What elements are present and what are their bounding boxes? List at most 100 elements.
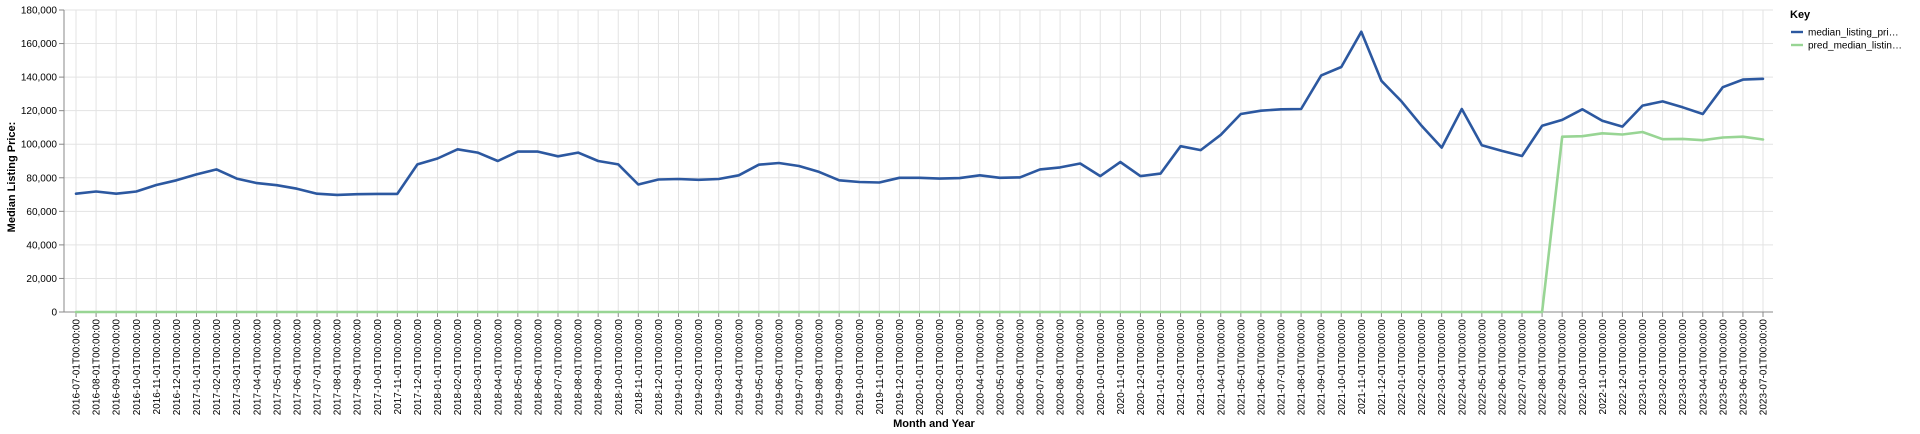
x-tick-label: 2017-08-01T00:00:00 <box>333 319 344 416</box>
x-tick-label: 2018-10-01T00:00:00 <box>614 319 625 416</box>
x-tick-label: 2016-07-01T00:00:00 <box>72 319 83 416</box>
x-tick-label: 2020-10-01T00:00:00 <box>1096 319 1107 416</box>
x-tick-label: 2017-02-01T00:00:00 <box>212 319 223 416</box>
x-axis-title: Month and Year <box>893 418 975 430</box>
x-tick-label: 2020-05-01T00:00:00 <box>995 319 1006 416</box>
x-tick-label: 2022-11-01T00:00:00 <box>1598 319 1609 415</box>
x-tick-label: 2017-12-01T00:00:00 <box>413 319 424 416</box>
x-tick-label: 2018-12-01T00:00:00 <box>654 319 665 416</box>
x-tick-label: 2019-04-01T00:00:00 <box>734 319 745 416</box>
y-tick-label: 80,000 <box>26 173 57 184</box>
x-tick-label: 2020-03-01T00:00:00 <box>955 319 966 416</box>
x-tick-label: 2020-11-01T00:00:00 <box>1116 319 1127 415</box>
x-tick-label: 2016-11-01T00:00:00 <box>152 319 163 415</box>
x-tick-label: 2021-07-01T00:00:00 <box>1277 319 1288 416</box>
x-tick-label: 2022-10-01T00:00:00 <box>1578 319 1589 416</box>
x-tick-label: 2017-09-01T00:00:00 <box>353 319 364 416</box>
y-axis-title: Median Listing Price: <box>6 122 18 233</box>
x-tick-label: 2021-02-01T00:00:00 <box>1176 319 1187 416</box>
x-tick-label: 2017-04-01T00:00:00 <box>252 319 263 416</box>
y-tick-label: 0 <box>51 308 57 319</box>
x-tick-label: 2017-06-01T00:00:00 <box>292 319 303 416</box>
x-tick-label: 2020-06-01T00:00:00 <box>1015 319 1026 416</box>
x-tick-label: 2021-12-01T00:00:00 <box>1377 319 1388 416</box>
x-tick-label: 2022-07-01T00:00:00 <box>1518 319 1529 416</box>
x-tick-label: 2019-07-01T00:00:00 <box>795 319 806 416</box>
y-tick-label: 160,000 <box>21 39 58 50</box>
y-tick-label: 100,000 <box>21 140 58 151</box>
x-tick-label: 2017-07-01T00:00:00 <box>313 319 324 416</box>
x-tick-label: 2018-08-01T00:00:00 <box>574 319 585 416</box>
series-line <box>74 130 1765 314</box>
y-axis: 0 20,000 40,000 60,000 80,000 100,000 120,000 1… <box>21 6 65 319</box>
x-tick-label: 2022-06-01T00:00:00 <box>1497 319 1508 416</box>
y-tick-label: 120,000 <box>21 106 58 117</box>
x-tick-label: 2020-01-01T00:00:00 <box>915 319 926 416</box>
x-tick-label: 2023-05-01T00:00:00 <box>1718 319 1729 416</box>
legend-label: pred_median_listin… <box>1808 41 1902 52</box>
x-tick-label: 2021-03-01T00:00:00 <box>1196 319 1207 416</box>
x-tick-label: 2018-07-01T00:00:00 <box>554 319 565 416</box>
x-tick-label: 2021-01-01T00:00:00 <box>1156 319 1167 416</box>
legend-label: median_listing_pri… <box>1808 28 1899 39</box>
x-tick-label: 2022-04-01T00:00:00 <box>1457 319 1468 416</box>
x-tick-label: 2017-01-01T00:00:00 <box>192 319 203 416</box>
x-tick-label: 2016-12-01T00:00:00 <box>172 319 183 416</box>
x-tick-label: 2018-09-01T00:00:00 <box>594 319 605 416</box>
x-tick-label: 2022-09-01T00:00:00 <box>1558 319 1569 416</box>
x-tick-label: 2019-02-01T00:00:00 <box>694 319 705 416</box>
x-tick-label: 2023-01-01T00:00:00 <box>1638 319 1649 416</box>
x-tick-label: 2021-11-01T00:00:00 <box>1357 319 1368 415</box>
x-tick-label: 2016-10-01T00:00:00 <box>132 319 143 416</box>
x-tick-label: 2019-06-01T00:00:00 <box>774 319 785 416</box>
x-tick-label: 2021-04-01T00:00:00 <box>1216 319 1227 416</box>
x-tick-label: 2018-05-01T00:00:00 <box>513 319 524 416</box>
x-tick-label: 2020-07-01T00:00:00 <box>1036 319 1047 416</box>
x-tick-label: 2021-08-01T00:00:00 <box>1297 319 1308 416</box>
x-tick-label: 2021-05-01T00:00:00 <box>1236 319 1247 416</box>
x-tick-label: 2017-10-01T00:00:00 <box>373 319 384 416</box>
x-tick-label: 2018-03-01T00:00:00 <box>473 319 484 416</box>
x-tick-label: 2018-01-01T00:00:00 <box>433 319 444 416</box>
x-tick-label: 2019-03-01T00:00:00 <box>714 319 725 416</box>
x-tick-label: 2023-07-01T00:00:00 <box>1759 319 1770 416</box>
y-tick-label: 180,000 <box>21 6 58 17</box>
x-tick-label: 2019-05-01T00:00:00 <box>754 319 765 416</box>
x-tick-label: 2018-04-01T00:00:00 <box>493 319 504 416</box>
x-tick-label: 2019-11-01T00:00:00 <box>875 319 886 415</box>
x-tick-label: 2017-05-01T00:00:00 <box>272 319 283 416</box>
x-tick-label: 2019-12-01T00:00:00 <box>895 319 906 416</box>
x-tick-label: 2016-08-01T00:00:00 <box>92 319 103 416</box>
x-tick-label: 2018-02-01T00:00:00 <box>453 319 464 416</box>
x-tick-label: 2019-09-01T00:00:00 <box>835 319 846 416</box>
x-tick-label: 2016-09-01T00:00:00 <box>112 319 123 416</box>
x-tick-label: 2020-04-01T00:00:00 <box>975 319 986 416</box>
x-tick-label: 2022-03-01T00:00:00 <box>1437 319 1448 416</box>
x-tick-label: 2023-04-01T00:00:00 <box>1698 319 1709 416</box>
y-tick-label: 140,000 <box>21 73 58 84</box>
x-tick-label: 2017-11-01T00:00:00 <box>393 319 404 415</box>
x-tick-label: 2022-08-01T00:00:00 <box>1538 319 1549 416</box>
legend-title: Key <box>1790 9 1811 21</box>
gridlines <box>64 9 1773 313</box>
x-tick-label: 2017-03-01T00:00:00 <box>232 319 243 416</box>
y-tick-label: 20,000 <box>26 274 57 285</box>
x-tick-label: 2018-06-01T00:00:00 <box>533 319 544 416</box>
x-axis: 2016-07-01T00:00:00 2016-08-01T00:00:00 20… <box>64 311 1773 416</box>
x-tick-label: 2019-08-01T00:00:00 <box>815 319 826 416</box>
x-tick-label: 2023-03-01T00:00:00 <box>1678 319 1689 416</box>
x-tick-label: 2019-01-01T00:00:00 <box>674 319 685 416</box>
series-lines <box>74 30 1765 314</box>
x-tick-label: 2023-02-01T00:00:00 <box>1658 319 1669 416</box>
y-tick-label: 60,000 <box>26 207 57 218</box>
x-tick-label: 2018-11-01T00:00:00 <box>634 319 645 415</box>
x-tick-label: 2021-10-01T00:00:00 <box>1337 319 1348 416</box>
x-tick-label: 2022-02-01T00:00:00 <box>1417 319 1428 416</box>
x-tick-label: 2022-01-01T00:00:00 <box>1397 319 1408 416</box>
x-tick-label: 2020-08-01T00:00:00 <box>1056 319 1067 416</box>
x-tick-label: 2020-02-01T00:00:00 <box>935 319 946 416</box>
series-line <box>74 30 1765 197</box>
x-tick-label: 2023-06-01T00:00:00 <box>1738 319 1749 416</box>
x-tick-label: 2020-09-01T00:00:00 <box>1076 319 1087 416</box>
